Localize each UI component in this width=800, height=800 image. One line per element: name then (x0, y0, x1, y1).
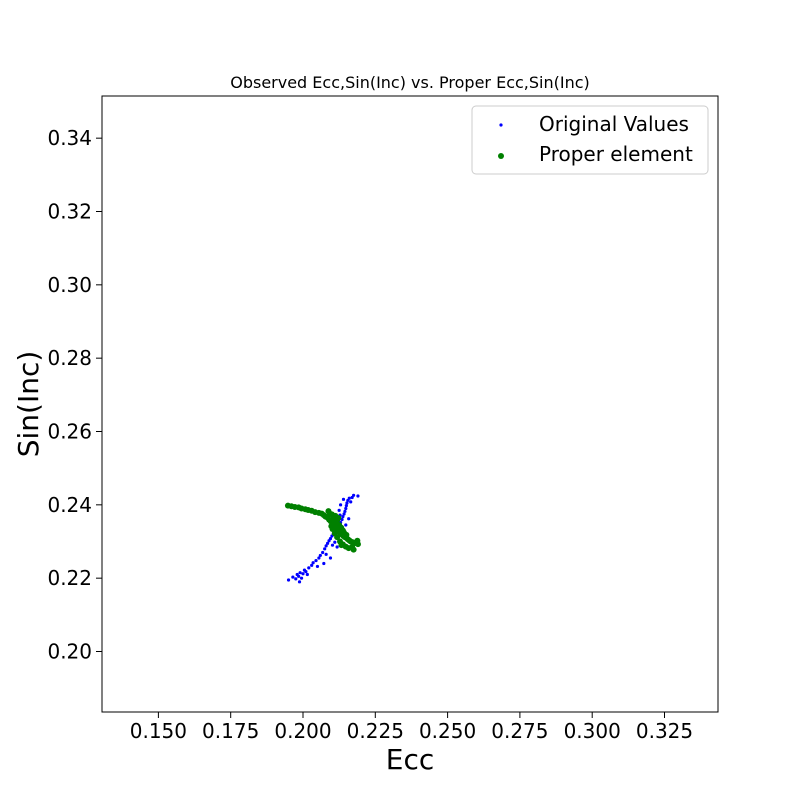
point-original-values (324, 552, 328, 556)
point-original-values (304, 569, 308, 574)
point-original-values (343, 509, 347, 514)
point-original-values (342, 512, 346, 516)
legend-box (471, 105, 709, 175)
plot-frame (101, 95, 719, 713)
x-tick-label: 0.175 (202, 719, 259, 743)
point-original-values (286, 578, 291, 582)
point-original-values (301, 572, 305, 576)
point-original-values (347, 496, 351, 500)
point-original-values (325, 541, 330, 545)
points-layer (284, 493, 361, 584)
y-tick-label: 0.32 (47, 200, 92, 224)
y-axis-ticks: 0.20 0.22 0.24 0.26 0.28 0.30 0.32 0.34 (47, 126, 102, 664)
point-original-values (344, 503, 348, 508)
point-original-values (338, 503, 343, 507)
legend: Original Values Proper element (471, 105, 709, 175)
point-original-values (322, 561, 326, 566)
point-original-values (297, 580, 302, 584)
point-proper-element (343, 531, 350, 538)
y-tick-label: 0.20 (47, 640, 92, 664)
point-original-values (344, 506, 348, 511)
point-proper-element (350, 546, 357, 553)
point-original-values (341, 514, 345, 519)
point-original-values (356, 494, 360, 498)
y-tick-label: 0.30 (47, 273, 92, 297)
y-tick-label: 0.28 (47, 346, 92, 370)
point-original-values (297, 574, 301, 578)
legend-label-original-values: Original Values (539, 112, 689, 136)
x-axis-label: Ecc (386, 743, 434, 776)
point-original-values (307, 566, 311, 570)
x-tick-label: 0.225 (347, 719, 404, 743)
y-tick-label: 0.34 (47, 126, 92, 150)
x-tick-label: 0.275 (491, 719, 548, 743)
point-proper-element (328, 523, 335, 530)
point-original-values (344, 523, 348, 527)
point-original-values (299, 576, 304, 580)
point-original-values (345, 501, 349, 505)
x-axis-ticks: 0.150 0.175 0.200 0.225 0.250 0.275 0.300 0.325 (130, 712, 693, 743)
point-original-values (317, 556, 321, 560)
point-proper-element (328, 511, 335, 518)
point-original-values (314, 558, 318, 563)
y-axis-label: Sin(Inc) (12, 351, 45, 458)
x-tick-label: 0.250 (419, 719, 476, 743)
point-original-values (335, 545, 339, 549)
point-original-values (311, 561, 315, 565)
point-original-values (315, 564, 320, 569)
point-original-values (321, 550, 325, 555)
point-original-values (298, 571, 302, 575)
y-tick-label: 0.26 (47, 420, 92, 444)
point-original-values (352, 493, 356, 497)
point-original-values (330, 543, 335, 547)
x-tick-label: 0.150 (130, 719, 187, 743)
point-original-values (310, 563, 314, 567)
plot-area: 0.150 0.175 0.200 0.225 0.250 0.275 0.300 0.325… (47, 95, 719, 743)
point-original-values (318, 553, 322, 558)
point-original-values (347, 517, 351, 521)
point-original-values (337, 508, 341, 512)
x-tick-label: 0.300 (564, 719, 621, 743)
point-proper-element (335, 515, 342, 522)
point-original-values (323, 547, 327, 551)
y-tick-label: 0.22 (47, 566, 92, 590)
point-original-values (333, 540, 337, 544)
point-original-values (324, 544, 328, 548)
point-original-values (328, 536, 333, 541)
y-tick-label: 0.24 (47, 493, 92, 517)
legend-label-proper-element: Proper element (539, 142, 693, 166)
x-tick-label: 0.200 (274, 719, 331, 743)
legend-marker-proper-element (498, 153, 504, 159)
point-original-values (341, 497, 346, 501)
point-original-values (305, 572, 309, 577)
chart-title: Observed Ecc,Sin(Inc) vs. Proper Ecc,Sin… (230, 73, 590, 92)
point-original-values (340, 517, 344, 522)
point-original-values (349, 500, 353, 504)
point-proper-element (338, 542, 345, 549)
point-original-values (328, 556, 333, 560)
legend-marker-original-values (499, 123, 503, 127)
point-original-values (291, 575, 295, 579)
point-proper-element (354, 537, 361, 544)
point-original-values (294, 577, 298, 581)
point-proper-element (331, 530, 338, 537)
x-tick-label: 0.325 (636, 719, 693, 743)
